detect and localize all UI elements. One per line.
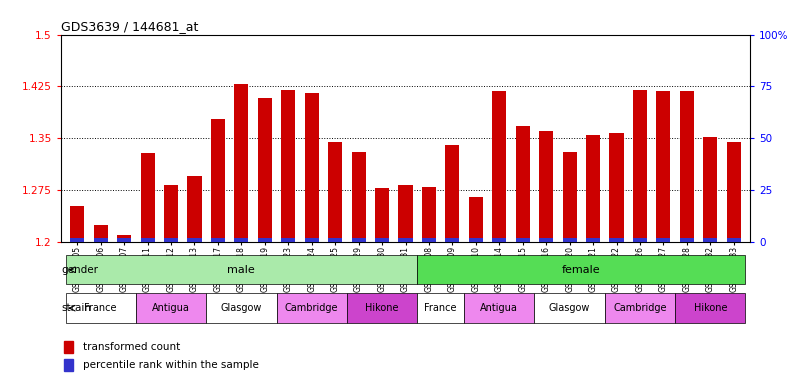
Bar <box>445 238 459 242</box>
Bar <box>281 238 295 242</box>
Bar <box>66 293 136 323</box>
Text: Cambridge: Cambridge <box>613 303 667 313</box>
Bar <box>534 293 605 323</box>
Bar <box>422 238 436 242</box>
Text: Hikone: Hikone <box>693 303 727 313</box>
Text: transformed count: transformed count <box>83 342 180 352</box>
Bar <box>117 238 131 242</box>
Bar <box>93 238 108 242</box>
Bar <box>516 238 530 242</box>
Bar <box>563 152 577 242</box>
Text: gender: gender <box>62 265 98 275</box>
Bar <box>164 185 178 242</box>
Bar <box>234 238 248 242</box>
Text: Glasgow: Glasgow <box>549 303 590 313</box>
Bar <box>398 238 413 242</box>
Bar <box>605 293 675 323</box>
Bar <box>727 238 740 242</box>
Bar <box>93 225 108 242</box>
Bar <box>277 293 347 323</box>
Bar <box>516 126 530 242</box>
Bar <box>469 238 483 242</box>
Text: strain: strain <box>62 303 92 313</box>
Bar <box>703 137 718 242</box>
Bar <box>539 131 553 242</box>
Bar <box>375 188 389 242</box>
Bar <box>164 238 178 242</box>
Bar <box>305 93 319 242</box>
Text: Hikone: Hikone <box>365 303 399 313</box>
Text: France: France <box>424 303 457 313</box>
Bar <box>71 206 84 242</box>
Bar <box>375 238 389 242</box>
Bar <box>66 255 417 285</box>
Bar <box>675 293 745 323</box>
Bar <box>258 98 272 242</box>
Bar <box>398 185 413 242</box>
Bar <box>206 293 277 323</box>
Bar <box>281 90 295 242</box>
Bar <box>136 293 206 323</box>
Bar <box>305 238 319 242</box>
Bar <box>417 255 745 285</box>
Bar <box>703 238 718 242</box>
Bar <box>656 238 671 242</box>
Bar <box>328 142 342 242</box>
Bar <box>656 91 671 242</box>
Bar <box>492 91 506 242</box>
Bar <box>140 154 155 242</box>
Bar <box>352 238 366 242</box>
Bar <box>610 133 624 242</box>
Bar <box>71 238 84 242</box>
Bar <box>422 187 436 242</box>
Bar <box>64 359 72 371</box>
Bar <box>258 238 272 242</box>
Bar <box>328 238 342 242</box>
Bar <box>445 145 459 242</box>
Bar <box>610 238 624 242</box>
Bar <box>633 238 647 242</box>
Bar <box>492 238 506 242</box>
Text: female: female <box>562 265 601 275</box>
Text: Antigua: Antigua <box>152 303 190 313</box>
Bar <box>633 90 647 242</box>
Text: GDS3639 / 144681_at: GDS3639 / 144681_at <box>61 20 198 33</box>
Bar <box>187 238 201 242</box>
Text: percentile rank within the sample: percentile rank within the sample <box>83 360 259 370</box>
Bar <box>117 235 131 242</box>
Bar <box>464 293 534 323</box>
Bar <box>352 152 366 242</box>
Bar <box>347 293 417 323</box>
Bar <box>680 91 694 242</box>
Bar <box>727 142 740 242</box>
Bar <box>211 238 225 242</box>
Text: Cambridge: Cambridge <box>285 303 338 313</box>
Bar <box>586 135 600 242</box>
Bar <box>469 197 483 242</box>
Bar <box>586 238 600 242</box>
Bar <box>539 238 553 242</box>
Text: France: France <box>84 303 117 313</box>
Text: Antigua: Antigua <box>480 303 518 313</box>
Bar <box>563 238 577 242</box>
Text: Glasgow: Glasgow <box>221 303 262 313</box>
Bar <box>234 84 248 242</box>
Bar <box>417 293 464 323</box>
Bar <box>211 119 225 242</box>
Text: male: male <box>228 265 255 275</box>
Bar <box>680 238 694 242</box>
Bar <box>64 341 72 353</box>
Bar <box>140 238 155 242</box>
Bar <box>187 176 201 242</box>
